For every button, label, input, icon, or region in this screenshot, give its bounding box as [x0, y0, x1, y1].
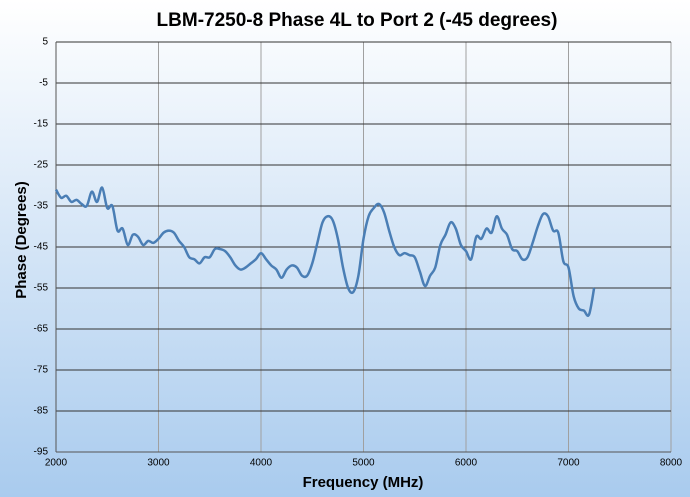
- x-tick-label: 4000: [250, 458, 273, 469]
- y-tick-label: -15: [34, 119, 49, 130]
- x-tick-label: 5000: [352, 458, 375, 469]
- x-tick-label: 8000: [660, 458, 683, 469]
- x-tick-label: 3000: [147, 458, 170, 469]
- y-tick-label: 5: [42, 37, 48, 48]
- data-line: [54, 186, 596, 317]
- y-tick-label: -75: [34, 365, 49, 376]
- y-axis-label: Phase (Degrees): [13, 181, 30, 299]
- x-tick-label: 6000: [455, 458, 478, 469]
- y-tick-label: -65: [34, 324, 49, 335]
- x-tick-label: 2000: [45, 458, 68, 469]
- chart-title: LBM-7250-8 Phase 4L to Port 2 (-45 degre…: [157, 10, 558, 31]
- y-tick-label: -45: [34, 242, 49, 253]
- y-tick-label: -55: [34, 283, 49, 294]
- y-tick-label: -85: [34, 406, 49, 417]
- x-axis-label: Frequency (MHz): [303, 474, 424, 491]
- y-tick-label: -5: [39, 78, 48, 89]
- x-tick-label: 7000: [557, 458, 580, 469]
- y-tick-label: -35: [34, 201, 49, 212]
- y-tick-label: -95: [34, 447, 49, 458]
- y-tick-label: -25: [34, 160, 49, 171]
